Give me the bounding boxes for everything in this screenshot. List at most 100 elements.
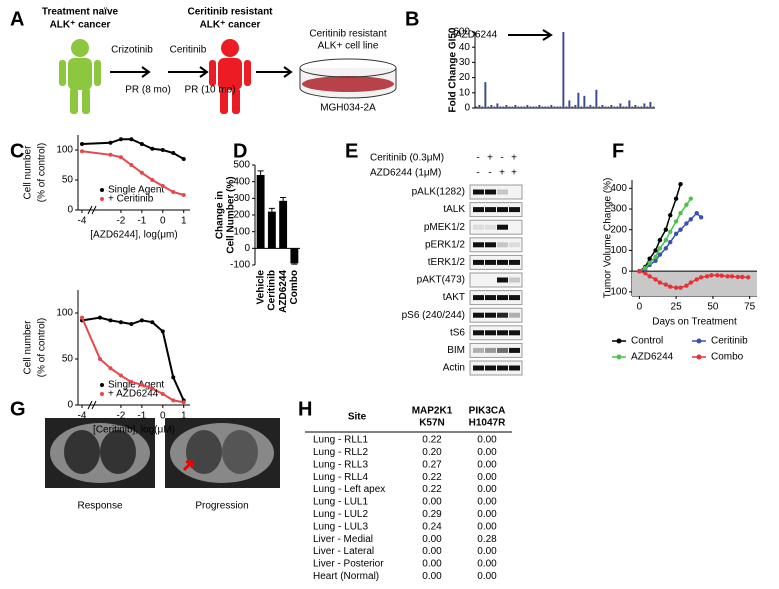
point xyxy=(698,215,704,220)
bar xyxy=(523,106,526,108)
band xyxy=(485,207,496,213)
point xyxy=(684,221,689,226)
point xyxy=(171,375,176,380)
bar xyxy=(625,106,628,108)
point xyxy=(657,252,663,257)
table-cell: 0.00 xyxy=(477,571,497,582)
error-bar xyxy=(280,197,287,201)
x-tick-label: 1 xyxy=(181,411,187,422)
table-cell: Lung - Left apex xyxy=(313,484,385,495)
band xyxy=(485,259,496,265)
y-tick-label: 0 xyxy=(67,205,73,216)
series-line xyxy=(638,183,682,272)
point xyxy=(678,181,683,187)
table-cell: 0.20 xyxy=(422,447,442,458)
bar xyxy=(640,106,643,108)
point xyxy=(139,318,144,323)
table-cell: Lung - LUL2 xyxy=(313,509,368,520)
treatment-sign: + xyxy=(511,168,517,179)
point xyxy=(673,285,679,290)
image-label: Response xyxy=(77,501,122,512)
table-cell: 0.00 xyxy=(477,559,497,570)
point xyxy=(663,246,669,251)
table-cell: Liver - Lateral xyxy=(313,546,374,557)
point xyxy=(80,142,84,146)
point xyxy=(725,274,730,279)
bar xyxy=(481,106,484,108)
point xyxy=(694,210,699,216)
y-tick-label: 50 xyxy=(62,175,74,186)
y-tick-label: 20 xyxy=(459,72,471,83)
label: ALK⁺ cancer xyxy=(50,20,111,31)
band xyxy=(509,347,520,353)
label: Treatment naïve xyxy=(42,7,119,18)
blot-label: tERK1/2 xyxy=(428,257,466,268)
table-cell: 0.27 xyxy=(422,459,442,470)
point xyxy=(171,151,176,155)
point xyxy=(181,157,186,161)
table-header: PIK3CA xyxy=(469,406,506,417)
bar xyxy=(634,104,637,108)
band xyxy=(509,207,520,213)
point xyxy=(684,202,689,208)
y-tick-label: 100 xyxy=(56,145,73,156)
bar xyxy=(607,106,610,108)
bar xyxy=(520,106,523,108)
legend-label: Single Agent xyxy=(108,380,164,391)
point xyxy=(673,196,679,201)
image-label: Progression xyxy=(195,501,248,512)
bar xyxy=(526,104,529,108)
legend-label: Control xyxy=(631,336,663,347)
point xyxy=(139,382,144,387)
point xyxy=(181,193,186,197)
bar xyxy=(532,106,535,108)
bar xyxy=(290,248,299,264)
bar xyxy=(538,104,541,108)
band xyxy=(497,207,508,213)
x-tick-label: Ceritinib xyxy=(267,270,278,311)
point xyxy=(129,163,134,167)
bar xyxy=(586,106,589,108)
blot-label: tALK xyxy=(443,204,465,215)
patient-naive xyxy=(59,39,101,114)
y-tick-label: -100 xyxy=(230,260,250,271)
y-tick-label: 500 xyxy=(233,160,250,171)
band xyxy=(497,259,508,265)
bar xyxy=(646,106,649,108)
table-header: K57N xyxy=(419,418,445,429)
treatment-label: Ceritinib (0.3μM) xyxy=(370,153,444,164)
bar xyxy=(619,103,622,108)
x-tick-label: 1 xyxy=(181,216,187,227)
table-cell: 0.00 xyxy=(477,447,497,458)
point xyxy=(150,178,155,182)
bar xyxy=(565,106,568,108)
point xyxy=(181,400,186,405)
band xyxy=(473,330,484,336)
y-axis-label: Tumor Volume Change (%) xyxy=(603,178,614,299)
y-tick-label: 0 xyxy=(67,400,73,411)
bar xyxy=(649,101,652,108)
band xyxy=(485,365,496,371)
point xyxy=(657,280,663,285)
point xyxy=(150,320,155,325)
point xyxy=(160,184,165,188)
error-bar xyxy=(291,263,298,265)
y-tick-label: 200 xyxy=(610,224,627,235)
x-tick-label: -4 xyxy=(78,411,87,422)
legend-marker xyxy=(100,188,104,192)
x-tick-label: 0 xyxy=(160,411,166,422)
label: MGH034-2A xyxy=(320,103,376,114)
bar xyxy=(610,104,613,108)
error-bar xyxy=(268,207,275,212)
bar xyxy=(652,106,655,108)
band xyxy=(497,312,508,318)
bar xyxy=(553,106,556,108)
band xyxy=(509,312,520,318)
bar xyxy=(562,32,565,108)
shade xyxy=(632,271,757,296)
annotation: AZD6244 xyxy=(455,30,498,41)
bar xyxy=(279,200,288,249)
table-cell: 0.00 xyxy=(477,509,497,520)
bar xyxy=(517,106,520,108)
point xyxy=(668,284,673,289)
